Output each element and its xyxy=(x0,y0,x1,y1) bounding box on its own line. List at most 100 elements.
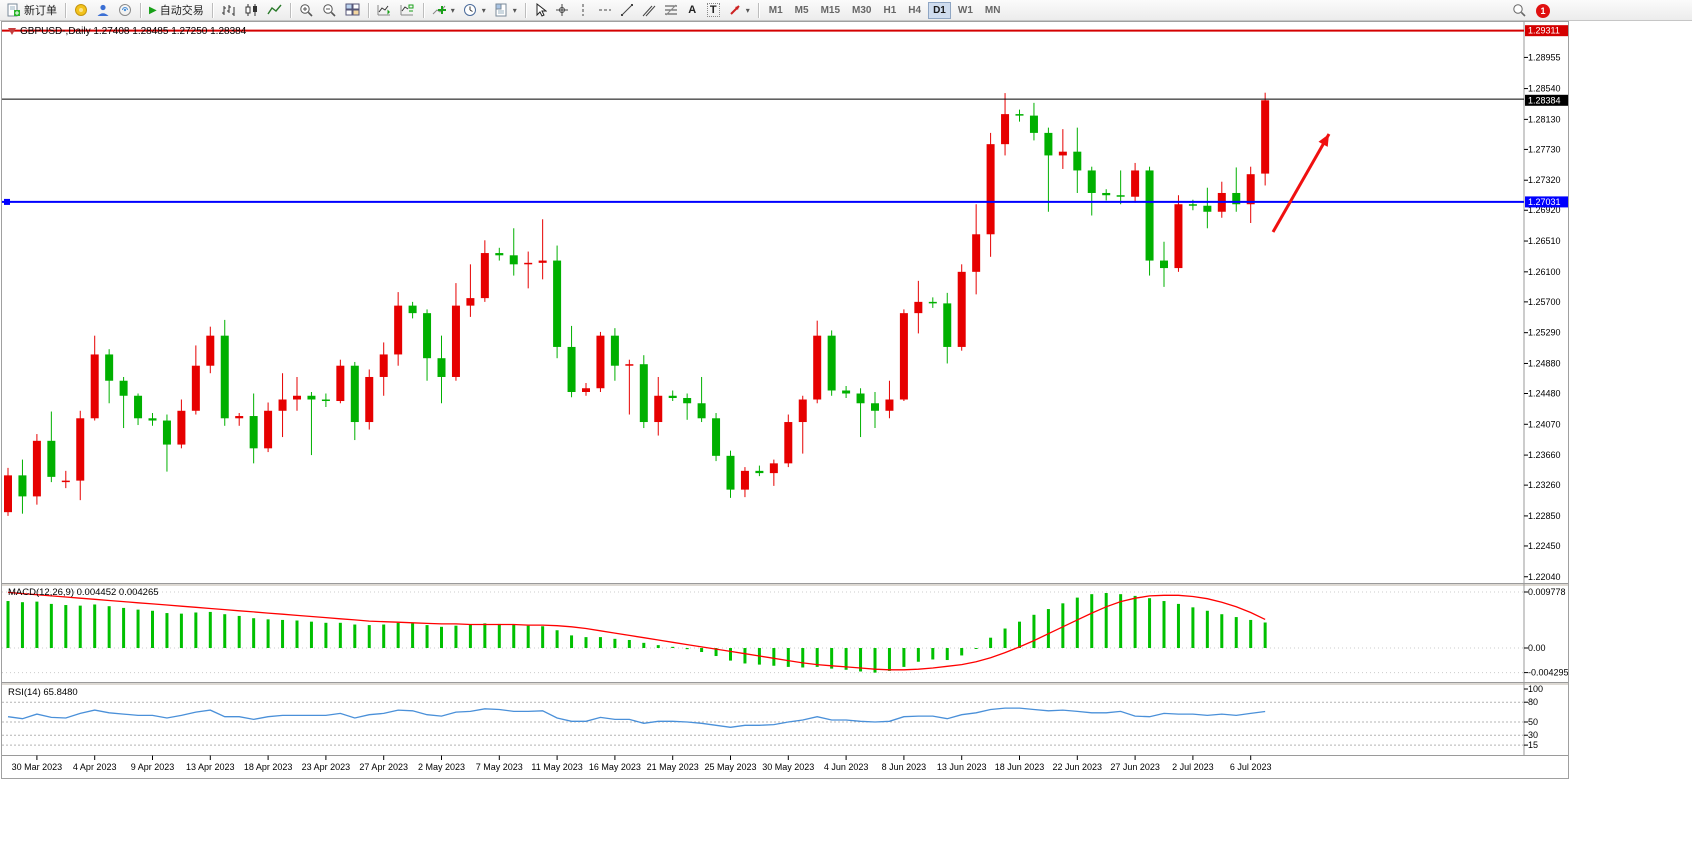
arrows-tool-button[interactable]: ▾ xyxy=(724,1,754,20)
label-tool-button[interactable]: T xyxy=(703,1,724,20)
timeframe-h1-button[interactable]: H1 xyxy=(878,2,901,19)
svg-text:4 Jun 2023: 4 Jun 2023 xyxy=(824,762,869,772)
chart-canvas[interactable]: 1.28955 1.28540 1.28130 1.27730 1.27320 1.269… xyxy=(2,22,1568,778)
svg-text:15: 15 xyxy=(1528,740,1538,750)
timeframe-m30-button[interactable]: M30 xyxy=(847,2,876,19)
toolbar-separator xyxy=(757,2,759,18)
svg-text:27 Jun 2023: 27 Jun 2023 xyxy=(1110,762,1160,772)
crosshair-tool-button[interactable] xyxy=(551,1,573,20)
svg-text:6 Jul 2023: 6 Jul 2023 xyxy=(1230,762,1272,772)
svg-text:13 Jun 2023: 13 Jun 2023 xyxy=(937,762,987,772)
templates-icon xyxy=(494,3,509,17)
svg-text:100: 100 xyxy=(1528,684,1543,694)
fibonacci-tool-button[interactable] xyxy=(660,1,682,20)
bars-chart-button[interactable] xyxy=(217,1,240,20)
trend-arrow-annotation xyxy=(1271,133,1331,233)
workspace-background xyxy=(0,781,1692,845)
indicators-button[interactable]: ▾ xyxy=(428,1,459,20)
panel-dividers xyxy=(2,22,1568,756)
toolbar-right-cluster: 1 xyxy=(1508,0,1550,21)
vertical-line-tool-button[interactable] xyxy=(573,1,594,20)
toolbar-separator xyxy=(211,2,213,18)
autotrading-button[interactable]: ▶ 自动交易 xyxy=(145,1,208,20)
clock-icon xyxy=(463,3,478,18)
svg-text:0.00: 0.00 xyxy=(1528,643,1546,653)
svg-text:25 May 2023: 25 May 2023 xyxy=(704,762,756,772)
timeframe-mn-button[interactable]: MN xyxy=(980,2,1006,19)
svg-text:2 May 2023: 2 May 2023 xyxy=(418,762,465,772)
horizontal-line-tool-button[interactable] xyxy=(594,1,616,20)
line-chart-button[interactable] xyxy=(263,1,286,20)
vertical-line-icon xyxy=(578,3,588,17)
metaeditor-button[interactable] xyxy=(70,1,92,20)
hline-anchor-handle xyxy=(4,198,10,205)
svg-text:1.28540: 1.28540 xyxy=(1528,84,1561,94)
timeframe-m5-button[interactable]: M5 xyxy=(790,2,814,19)
timeframe-m1-button[interactable]: M1 xyxy=(764,2,788,19)
svg-text:21 May 2023: 21 May 2023 xyxy=(647,762,699,772)
chevron-down-icon: ▾ xyxy=(745,5,750,15)
tile-windows-button[interactable] xyxy=(341,1,364,20)
svg-text:1.23260: 1.23260 xyxy=(1528,480,1561,490)
svg-text:1.22450: 1.22450 xyxy=(1528,541,1561,551)
svg-text:1.26920: 1.26920 xyxy=(1528,205,1561,215)
timeframe-group: M1 M5 M15 M30 H1 H4 D1 W1 MN xyxy=(763,1,1007,19)
indicators-icon xyxy=(432,3,447,17)
svg-text:16 May 2023: 16 May 2023 xyxy=(589,762,641,772)
svg-text:4 Apr 2023: 4 Apr 2023 xyxy=(73,762,117,772)
tile-windows-icon xyxy=(345,3,360,17)
svg-text:0.009778: 0.009778 xyxy=(1528,587,1566,597)
svg-text:1.27320: 1.27320 xyxy=(1528,175,1561,185)
search-button[interactable] xyxy=(1508,1,1531,20)
crosshair-icon xyxy=(555,3,569,17)
timeframe-h4-button[interactable]: H4 xyxy=(903,2,926,19)
trendline-tool-button[interactable] xyxy=(616,1,638,20)
channel-tool-button[interactable] xyxy=(638,1,660,20)
chevron-down-icon: ▾ xyxy=(512,5,517,15)
new-order-button[interactable]: 新订单 xyxy=(3,1,61,20)
svg-text:1.23660: 1.23660 xyxy=(1528,450,1561,460)
periods-button[interactable]: ▾ xyxy=(459,1,490,20)
current-price-label: 1.28384 xyxy=(1525,94,1568,106)
macd-histogram xyxy=(6,593,1267,673)
svg-text:1.24480: 1.24480 xyxy=(1528,388,1561,398)
auto-scroll-icon xyxy=(377,3,392,17)
horizontal-line-icon xyxy=(598,5,612,15)
svg-text:1.29311: 1.29311 xyxy=(1528,26,1560,36)
bar-chart-icon xyxy=(221,3,236,17)
timeframe-m15-button[interactable]: M15 xyxy=(816,2,845,19)
svg-text:-0.004295: -0.004295 xyxy=(1528,668,1568,678)
svg-text:9 Apr 2023: 9 Apr 2023 xyxy=(131,762,175,772)
templates-button[interactable]: ▾ xyxy=(490,1,521,20)
toolbar-separator xyxy=(524,2,526,18)
auto-scroll-button[interactable] xyxy=(373,1,396,20)
channel-icon xyxy=(642,3,656,17)
toolbar: 新订单 ▶ 自动交易 xyxy=(0,0,1692,21)
chevron-down-icon: ▾ xyxy=(481,5,486,15)
timeframe-w1-button[interactable]: W1 xyxy=(953,2,978,19)
svg-text:1.22040: 1.22040 xyxy=(1528,572,1561,582)
text-tool-button[interactable]: A xyxy=(682,1,703,20)
svg-text:1.25290: 1.25290 xyxy=(1528,328,1561,338)
chart-shift-button[interactable] xyxy=(396,1,419,20)
community-button[interactable] xyxy=(114,1,136,20)
zoom-in-button[interactable] xyxy=(295,1,318,20)
svg-text:30 May 2023: 30 May 2023 xyxy=(762,762,814,772)
svg-text:1.26100: 1.26100 xyxy=(1528,267,1561,277)
macd-axis: 0.009778 0.00 -0.004295 xyxy=(2,587,1568,678)
profile-button[interactable] xyxy=(92,1,114,20)
cursor-tool-button[interactable] xyxy=(530,1,551,20)
candlestick-series xyxy=(4,92,1270,516)
notification-badge[interactable]: 1 xyxy=(1536,3,1550,18)
svg-text:30 Mar 2023: 30 Mar 2023 xyxy=(12,762,63,772)
candlestick-chart-button[interactable] xyxy=(240,1,263,20)
timeframe-d1-button[interactable]: D1 xyxy=(928,1,951,19)
search-icon xyxy=(1512,3,1527,18)
zoom-out-button[interactable] xyxy=(318,1,341,20)
workspace-background xyxy=(1571,21,1692,845)
svg-text:13 Apr 2023: 13 Apr 2023 xyxy=(186,762,235,772)
svg-text:18 Apr 2023: 18 Apr 2023 xyxy=(244,762,293,772)
toolbar-separator xyxy=(140,2,141,18)
svg-text:23 Apr 2023: 23 Apr 2023 xyxy=(302,762,351,772)
